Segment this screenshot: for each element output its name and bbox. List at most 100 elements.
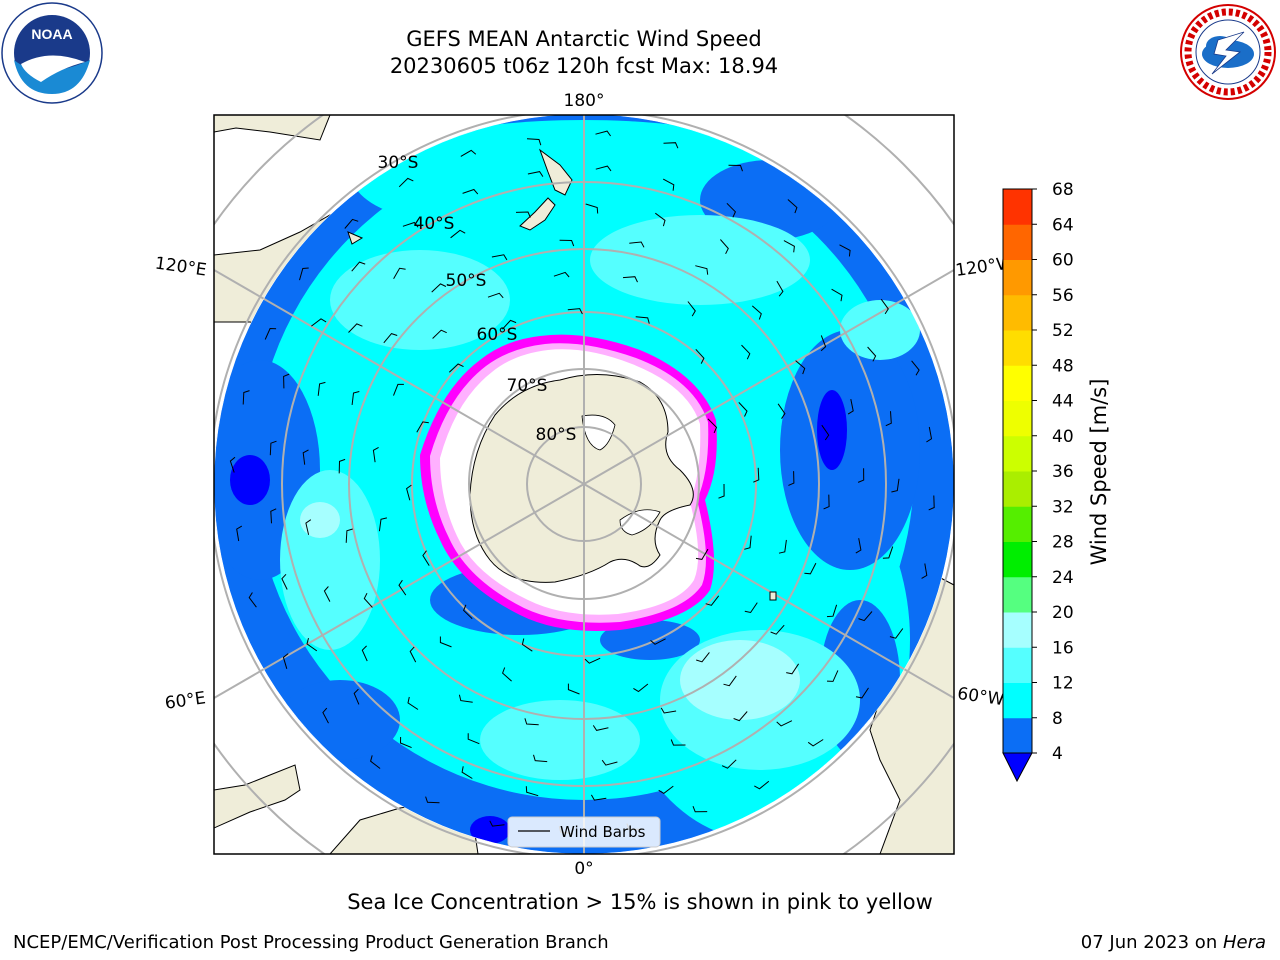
wind-barb <box>635 316 650 324</box>
wind-barb <box>450 229 466 239</box>
wind-barb <box>353 688 360 705</box>
chart-title: GEFS MEAN Antarctic Wind Speed <box>406 27 762 51</box>
wind-barb <box>889 628 904 639</box>
wind-barb <box>885 411 892 427</box>
wind-barb <box>344 218 359 229</box>
wind-barb <box>370 755 381 769</box>
wind-barb <box>236 525 243 542</box>
wind-barb <box>821 424 830 441</box>
wind-barb <box>302 449 309 465</box>
colorbar-block <box>1003 435 1032 472</box>
wind-barb <box>880 298 889 315</box>
wind-barb <box>467 733 480 745</box>
wind-barb <box>911 360 920 376</box>
wind-barb <box>687 301 696 317</box>
wind-barb <box>839 244 851 257</box>
wind-barb <box>283 373 290 389</box>
wind-barb <box>393 383 404 396</box>
colorbar-block <box>1003 189 1032 225</box>
wind-barb <box>489 820 505 827</box>
wind-barb <box>891 478 900 493</box>
wind-barb <box>855 687 869 699</box>
wind-barb <box>399 736 412 749</box>
wind-barb <box>439 636 452 648</box>
wind-barb <box>721 759 737 769</box>
wind-barb <box>601 759 618 766</box>
wind-barb <box>595 165 612 172</box>
wind-barb <box>406 484 412 501</box>
wind-barb <box>502 319 517 330</box>
wind-barb <box>378 517 388 532</box>
wind-barb <box>526 138 542 146</box>
wind-barb <box>629 241 645 248</box>
wind-barb <box>777 403 786 419</box>
wind-barb <box>461 766 473 779</box>
wind-barb <box>770 624 785 635</box>
colorbar-block <box>1003 471 1032 507</box>
footer-credit: NCEP/EMC/Verification Post Processing Pr… <box>13 932 609 953</box>
wind-barb <box>458 694 473 703</box>
wind-barb <box>820 335 827 352</box>
colorbar-tick-label: 12 <box>1052 674 1074 694</box>
wind-barb <box>778 539 787 554</box>
sea-ice-note: Sea Ice Concentration > 15% is shown in … <box>347 890 933 914</box>
colorbar-tick-label: 60 <box>1052 251 1074 271</box>
colorbar-block <box>1003 717 1032 754</box>
wind-barb <box>323 586 331 602</box>
wind-barb <box>823 494 830 510</box>
wind-barb <box>728 164 743 172</box>
chart-subtitle: 20230605 t06z 120h fcst Max: 18.94 <box>389 54 779 78</box>
footer-host: Hera <box>1222 932 1266 953</box>
colorbar-block <box>1003 541 1032 578</box>
wind-barb <box>776 720 793 727</box>
lat-label-80s: 80°S <box>536 425 577 445</box>
wind-barb <box>786 663 800 675</box>
wind-barb <box>372 446 379 463</box>
colorbar-block <box>1003 506 1032 542</box>
wind-barb <box>559 239 575 247</box>
wind-barb <box>460 149 477 157</box>
wind-barb <box>847 399 854 415</box>
new-zealand <box>519 148 573 231</box>
colorbar-tick-label: 32 <box>1052 497 1074 517</box>
wind-barb <box>527 171 544 177</box>
wind-barb <box>928 495 935 511</box>
wind-barb <box>348 323 363 333</box>
noaa-logo: NOAA <box>1 2 103 104</box>
wind-barb <box>383 333 398 344</box>
wind-barb <box>695 348 705 364</box>
wind-barb <box>855 538 862 554</box>
wind-barb <box>584 657 601 664</box>
legend-label: Wind Barbs <box>560 823 646 841</box>
lat-label-60s: 60°S <box>477 325 518 345</box>
wind-barb <box>409 646 417 663</box>
wind-barb <box>462 188 479 195</box>
map-frame <box>213 114 955 855</box>
wind-barb <box>660 707 677 714</box>
wind-barb <box>425 796 440 804</box>
wind-barb <box>595 130 612 137</box>
colorbar-block <box>1003 259 1032 296</box>
wind-barb <box>826 604 838 618</box>
wind-barb <box>431 283 447 293</box>
wind-barb <box>487 292 504 299</box>
wind-barb <box>311 318 327 327</box>
wind-barb <box>741 344 751 360</box>
wind-barb <box>585 203 599 214</box>
colorbar-tick-label: 52 <box>1052 321 1074 341</box>
footer-date-text: 07 Jun 2023 on <box>1080 932 1223 953</box>
legend: Wind Barbs <box>507 816 661 848</box>
wind-barb <box>670 739 686 746</box>
lat-label-50s: 50°S <box>446 271 487 291</box>
wind-barb <box>695 265 709 275</box>
wind-barb <box>282 653 289 669</box>
wind-barb <box>658 785 674 795</box>
wind-barb <box>432 329 447 339</box>
wind-barb <box>753 467 760 483</box>
colorbar-tick-label: 8 <box>1052 709 1063 729</box>
wind-barb <box>338 458 346 474</box>
wind-barb <box>521 638 533 652</box>
